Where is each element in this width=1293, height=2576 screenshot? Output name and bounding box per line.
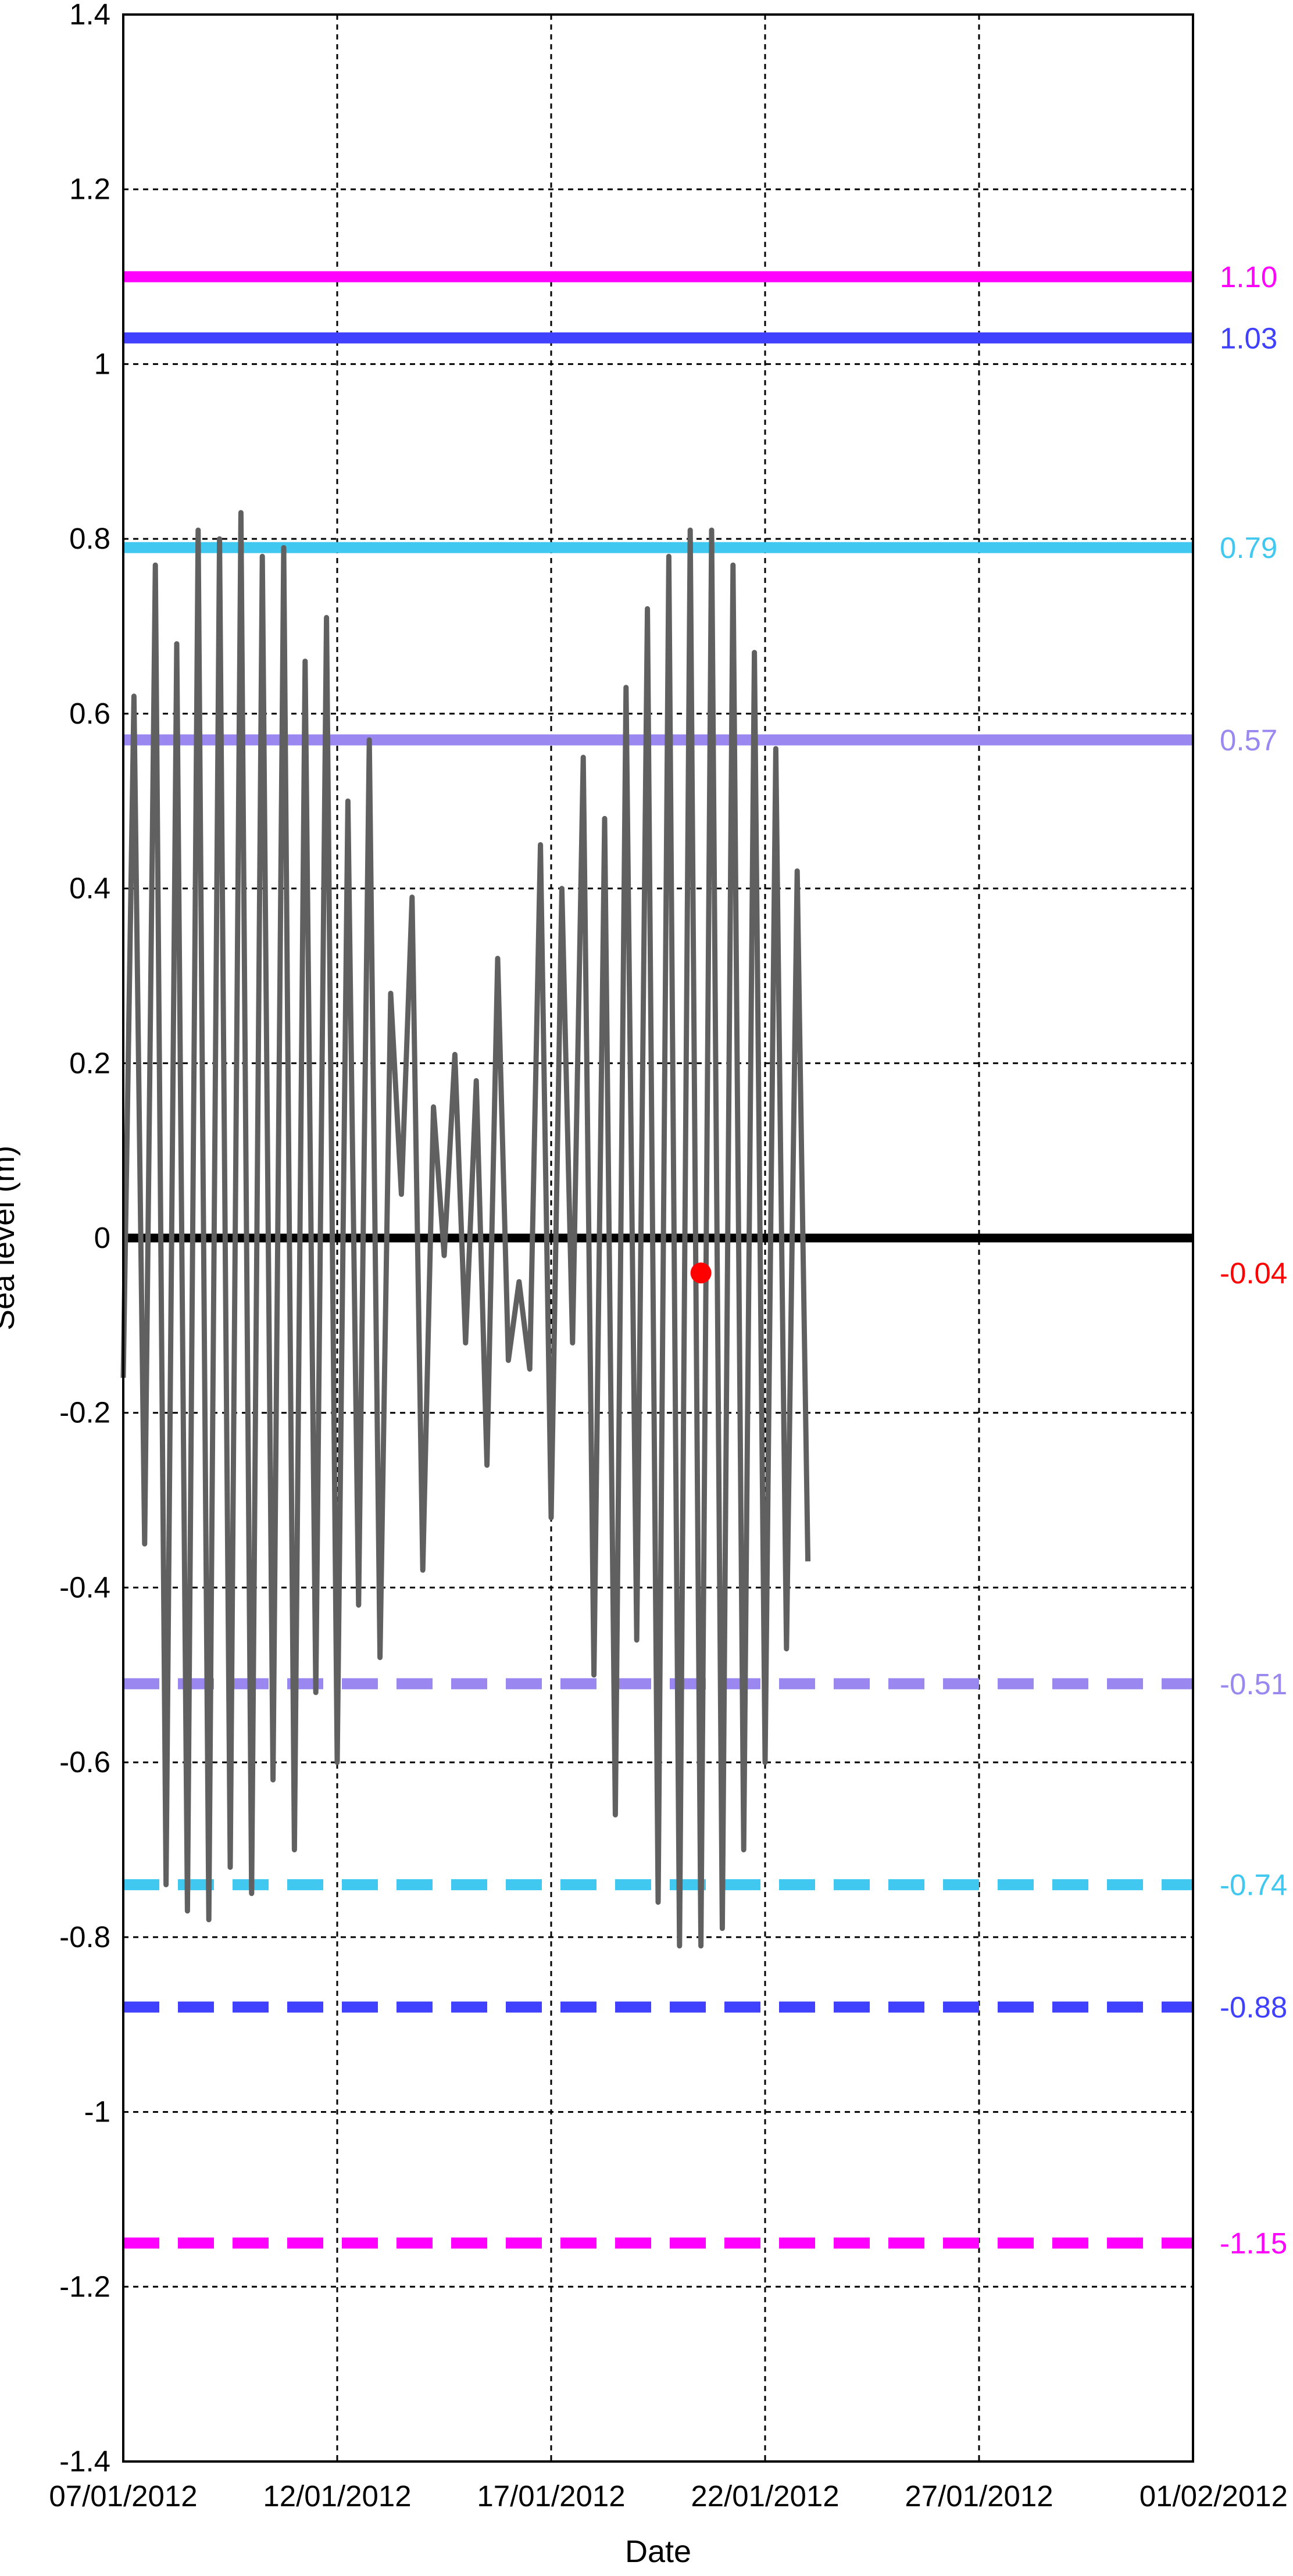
x-axis-label: Date <box>625 2534 691 2569</box>
reference-label: -0.88 <box>1220 1991 1287 2024</box>
x-tick-label: 22/01/2012 <box>691 2480 839 2513</box>
y-tick-label: -0.4 <box>59 1570 110 1604</box>
y-axis-label: Sea level (m) <box>0 1146 21 1330</box>
y-tick-labels: 1.4 1.2 1 0.8 0.6 0.4 0.2 0 -0.2 -0.4 -0.6 -0.8 -1 -1… <box>59 0 110 2478</box>
reference-label: 0.57 <box>1220 724 1277 757</box>
y-tick-label: -0.8 <box>59 1920 110 1954</box>
y-tick-label: 1 <box>94 347 110 380</box>
y-tick-label: -1.2 <box>59 2270 110 2303</box>
x-tick-label: 07/01/2012 <box>49 2480 197 2513</box>
y-tick-label: -1 <box>84 2095 110 2128</box>
y-tick-label: 0.4 <box>69 872 110 905</box>
y-tick-label: 1.4 <box>69 0 110 31</box>
y-tick-label: 0.8 <box>69 522 110 555</box>
reference-labels: 1.10 1.03 0.79 0.57 -0.51 -0.74 -0.88 -1.15 -0.0… <box>1220 260 1287 2260</box>
series-group <box>120 510 811 1949</box>
x-tick-label: 17/01/2012 <box>477 2480 625 2513</box>
y-tick-label: -0.6 <box>59 1745 110 1779</box>
current-level-label: -0.04 <box>1220 1257 1287 1290</box>
y-tick-label: 0.6 <box>69 697 110 730</box>
reference-label: 1.10 <box>1220 260 1277 294</box>
current-level-marker <box>690 1262 712 1284</box>
reference-label: -0.74 <box>1220 1869 1287 1902</box>
marker-group <box>690 1262 712 1284</box>
y-tick-label: -0.2 <box>59 1396 110 1429</box>
y-tick-label: 0 <box>94 1221 110 1254</box>
y-tick-label: -1.4 <box>59 2445 110 2478</box>
x-tick-labels: 07/01/2012 12/01/2012 17/01/2012 22/01/2012… <box>49 2480 1288 2513</box>
sea-level-series-line <box>120 510 811 1949</box>
y-tick-label: 1.2 <box>69 173 110 206</box>
reference-label: 1.03 <box>1220 321 1277 355</box>
reference-label: -0.51 <box>1220 1668 1287 1701</box>
y-tick-label: 0.2 <box>69 1046 110 1079</box>
reference-lines <box>123 271 1193 2249</box>
x-tick-label: 01/02/2012 <box>1140 2480 1288 2513</box>
reference-label: -1.15 <box>1220 2227 1287 2260</box>
reference-label: 0.79 <box>1220 531 1277 564</box>
x-tick-label: 27/01/2012 <box>905 2480 1053 2513</box>
plot-frame <box>122 13 1194 2463</box>
x-tick-label: 12/01/2012 <box>263 2480 411 2513</box>
